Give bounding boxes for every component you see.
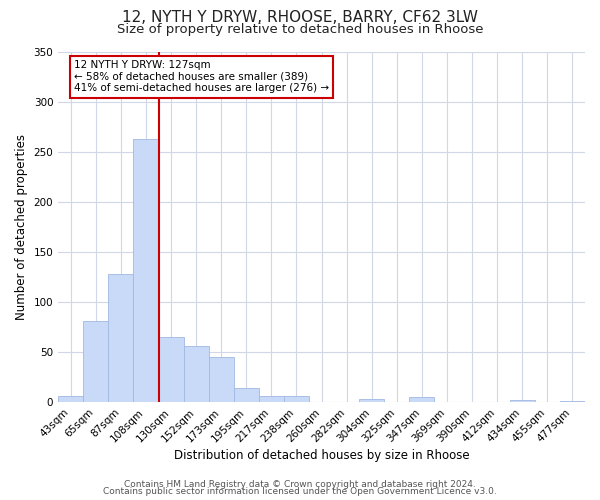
Y-axis label: Number of detached properties: Number of detached properties <box>15 134 28 320</box>
Bar <box>83 321 109 402</box>
Text: Size of property relative to detached houses in Rhoose: Size of property relative to detached ho… <box>117 22 483 36</box>
Bar <box>409 397 434 402</box>
Bar <box>284 396 309 402</box>
Bar <box>359 399 385 402</box>
Bar <box>560 401 585 402</box>
X-axis label: Distribution of detached houses by size in Rhoose: Distribution of detached houses by size … <box>174 450 469 462</box>
Bar <box>133 138 158 402</box>
Text: 12 NYTH Y DRYW: 127sqm
← 58% of detached houses are smaller (389)
41% of semi-de: 12 NYTH Y DRYW: 127sqm ← 58% of detached… <box>74 60 329 94</box>
Bar <box>209 357 234 402</box>
Bar <box>259 396 284 402</box>
Text: Contains HM Land Registry data © Crown copyright and database right 2024.: Contains HM Land Registry data © Crown c… <box>124 480 476 489</box>
Bar <box>510 400 535 402</box>
Bar <box>234 388 259 402</box>
Bar <box>58 396 83 402</box>
Text: 12, NYTH Y DRYW, RHOOSE, BARRY, CF62 3LW: 12, NYTH Y DRYW, RHOOSE, BARRY, CF62 3LW <box>122 10 478 25</box>
Text: Contains public sector information licensed under the Open Government Licence v3: Contains public sector information licen… <box>103 488 497 496</box>
Bar <box>184 346 209 402</box>
Bar <box>158 337 184 402</box>
Bar <box>109 274 133 402</box>
